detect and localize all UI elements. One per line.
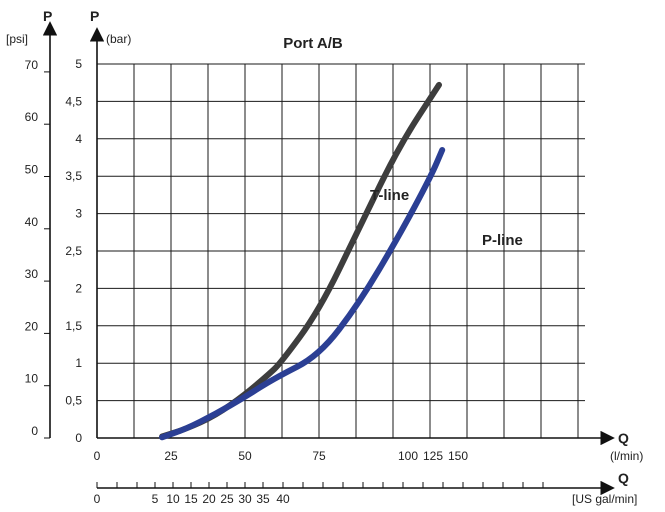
y-tick-bar-label: 3	[75, 207, 82, 221]
series-line-t-line	[159, 81, 442, 440]
y-axis-psi-unit: [psi]	[6, 32, 28, 46]
y-ticks-psi: 0 10 20 30 40 50 60 70	[25, 58, 50, 439]
y-ticks-bar: 0 0,5 1 1,5 2 2,5 3 3,5 4 4,5 5	[65, 57, 82, 445]
y-tick-psi-label: 30	[25, 267, 39, 281]
x-tick-lmin-label: 0	[94, 449, 101, 463]
x-tick-usgal-label: 40	[276, 492, 290, 506]
x-tick-usgal-label: 15	[184, 492, 198, 506]
y-tick-bar-label: 1,5	[65, 319, 82, 333]
x-axis-usgal-unit: [US gal/min]	[572, 492, 637, 506]
series	[159, 81, 446, 441]
y-tick-bar-label: 4	[75, 132, 82, 146]
x-tick-usgal-label: 25	[220, 492, 234, 506]
x-axis-lmin-symbol: Q	[618, 430, 629, 446]
y-axis-psi-symbol: P	[43, 8, 52, 24]
y-tick-psi-label: 20	[25, 319, 39, 333]
series-label-t-line: T-line	[370, 187, 409, 204]
x-ticks-usgal: 0 5 10 15 20 25 30 35 40	[94, 482, 544, 506]
y-axis-bar-symbol: P	[90, 8, 99, 24]
x-ticks-lmin: 0 25 50 75 100 125 150	[94, 449, 469, 463]
y-tick-psi-label: 50	[25, 163, 39, 177]
x-tick-lmin-label: 100	[398, 449, 418, 463]
x-tick-usgal-label: 10	[166, 492, 180, 506]
y-tick-psi-label: 10	[25, 372, 39, 386]
x-axis-lmin-unit: (l/min)	[610, 449, 643, 463]
y-tick-psi-label: 40	[25, 215, 39, 229]
y-tick-bar-label: 2,5	[65, 244, 82, 258]
y-tick-psi-label: 60	[25, 110, 39, 124]
y-tick-bar-label: 0	[75, 431, 82, 445]
y-tick-bar-label: 0,5	[65, 394, 82, 408]
x-tick-usgal-label: 0	[94, 492, 101, 506]
x-tick-lmin-label: 150	[448, 449, 468, 463]
chart-title: Port A/B	[283, 35, 343, 52]
y-tick-bar-label: 2	[75, 281, 82, 295]
x-tick-lmin-label: 125	[423, 449, 443, 463]
series-line-p-line	[159, 147, 446, 441]
x-tick-usgal-label: 35	[256, 492, 270, 506]
x-tick-lmin-label: 75	[312, 449, 326, 463]
x-tick-usgal-label: 30	[238, 492, 252, 506]
y-axis-bar-unit: (bar)	[106, 32, 131, 46]
y-tick-psi-label: 70	[25, 58, 39, 72]
x-tick-lmin-label: 50	[238, 449, 252, 463]
y-tick-bar-label: 3,5	[65, 169, 82, 183]
y-tick-bar-label: 1	[75, 356, 82, 370]
grid	[96, 63, 585, 439]
series-label-p-line: P-line	[482, 232, 523, 249]
y-tick-psi-label: 0	[31, 424, 38, 438]
x-tick-usgal-label: 5	[152, 492, 159, 506]
x-tick-lmin-label: 25	[164, 449, 178, 463]
x-tick-usgal-label: 20	[202, 492, 216, 506]
y-tick-bar-label: 4,5	[65, 94, 82, 108]
y-tick-bar-label: 5	[75, 57, 82, 71]
x-axis-usgal-symbol: Q	[618, 470, 629, 486]
